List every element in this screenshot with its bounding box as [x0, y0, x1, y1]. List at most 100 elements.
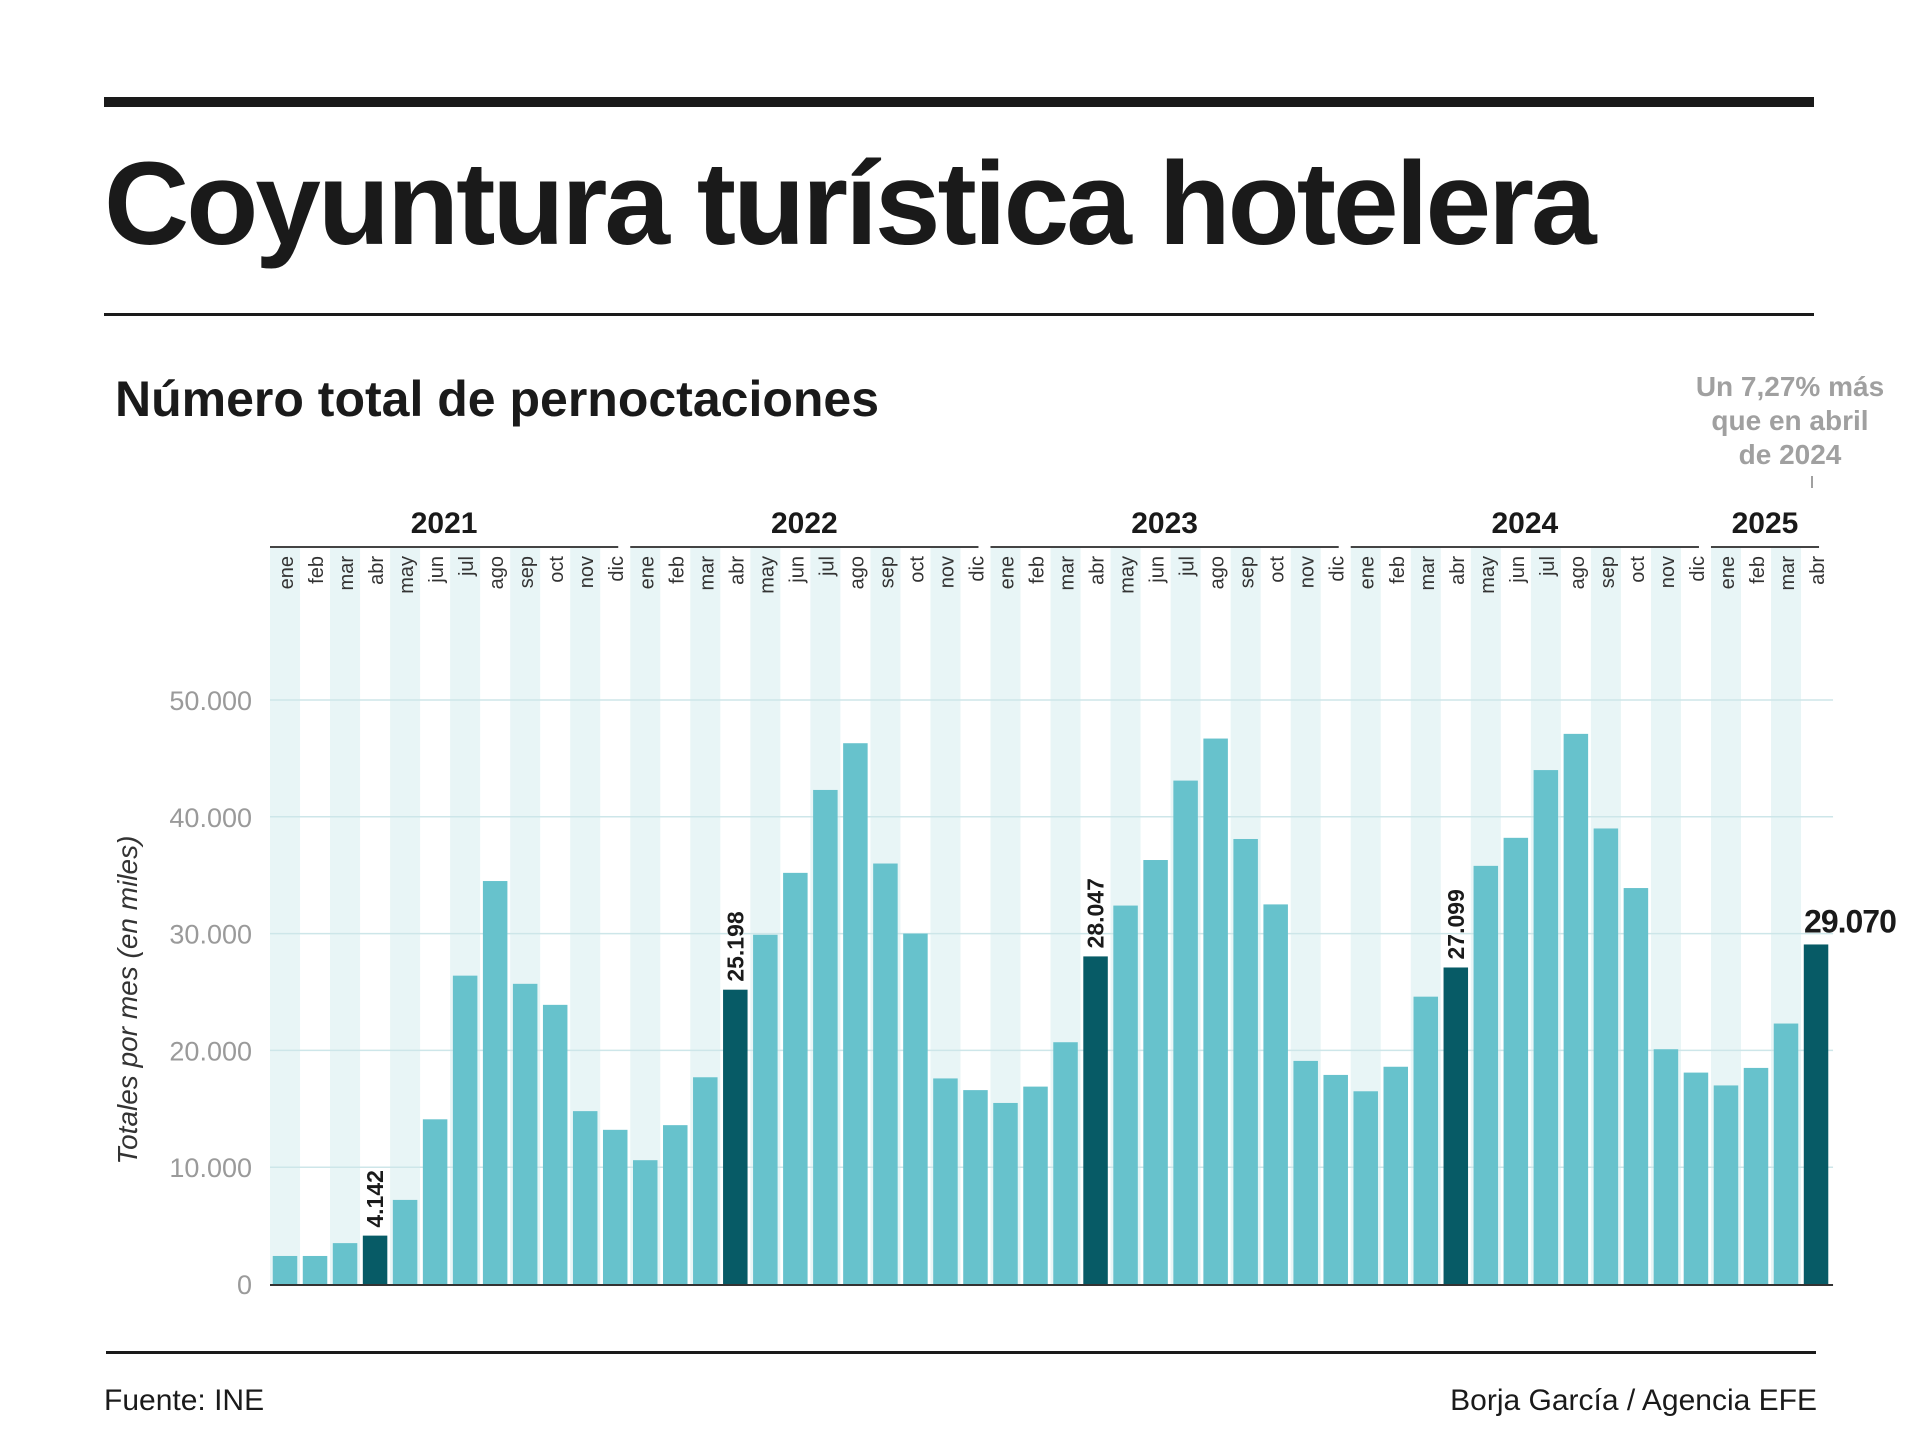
month-label: abr: [1087, 556, 1109, 585]
top-rule: [104, 97, 1814, 107]
bar: [1233, 838, 1258, 1284]
annotation-line: que en abril: [1711, 405, 1869, 436]
y-tick-label: 50.000: [169, 686, 252, 716]
month-label: oct: [546, 556, 568, 583]
bar-highlight: [1803, 944, 1829, 1284]
bar: [452, 975, 478, 1284]
month-label: ene: [996, 556, 1018, 589]
bottom-rule: [106, 1351, 1816, 1354]
bar: [1743, 1067, 1769, 1284]
month-label: mar: [696, 556, 718, 591]
bar: [903, 933, 928, 1284]
annotation-note: Un 7,27% más que en abril de 2024: [1680, 370, 1900, 472]
bar: [1623, 888, 1649, 1284]
bar: [1473, 865, 1499, 1284]
bar: [482, 881, 508, 1284]
bar: [813, 789, 838, 1284]
month-label: oct: [1627, 556, 1649, 583]
bar: [1023, 1086, 1048, 1284]
month-label: mar: [1777, 556, 1799, 591]
bar: [572, 1111, 598, 1284]
year-label: 2022: [771, 507, 838, 540]
month-label: ene: [1357, 556, 1379, 589]
year-label: 2021: [411, 507, 478, 540]
y-tick-label: 20.000: [169, 1036, 252, 1066]
bar: [1053, 1042, 1078, 1284]
month-label: nov: [1657, 556, 1679, 588]
month-label: abr: [1447, 556, 1469, 585]
month-label: mar: [1057, 556, 1079, 591]
month-label: jun: [1147, 556, 1169, 584]
bar: [602, 1129, 628, 1284]
bar: [1533, 770, 1559, 1284]
month-stripe: [330, 548, 361, 1284]
bar: [1293, 1060, 1318, 1284]
month-label: abr: [726, 556, 748, 585]
bar-highlight: [1443, 967, 1469, 1284]
month-label: ene: [636, 556, 658, 589]
bar: [1503, 837, 1529, 1284]
month-label: ago: [486, 556, 508, 589]
month-label: ago: [1567, 556, 1589, 589]
month-label: oct: [1267, 556, 1289, 583]
source-text: Fuente: INE: [104, 1384, 265, 1417]
bar: [693, 1077, 718, 1284]
bar: [1713, 1085, 1739, 1284]
month-label: ago: [846, 556, 868, 589]
month-label: sep: [876, 556, 898, 588]
month-label: mar: [336, 556, 358, 591]
bar: [1653, 1049, 1679, 1284]
bar: [1113, 905, 1138, 1284]
month-label: sep: [1597, 556, 1619, 588]
y-tick-label: 40.000: [169, 803, 252, 833]
month-label: nov: [936, 556, 958, 588]
credit-text: Borja García / Agencia EFE: [1450, 1384, 1817, 1417]
month-label: feb: [1387, 556, 1409, 584]
month-label: abr: [366, 556, 388, 585]
chart-subtitle: Número total de pernoctaciones: [115, 371, 880, 427]
bar: [272, 1255, 298, 1284]
bar: [542, 1004, 568, 1284]
month-label: dic: [966, 556, 988, 582]
year-label: 2023: [1131, 507, 1198, 540]
month-label: mar: [1417, 556, 1439, 591]
year-label: 2025: [1732, 507, 1799, 540]
bar-highlight: [1083, 956, 1108, 1284]
data-label: 27.099: [1443, 889, 1469, 959]
month-label: nov: [1297, 556, 1319, 588]
month-label: abr: [1807, 556, 1829, 585]
month-label: dic: [1687, 556, 1709, 582]
month-label: sep: [516, 556, 538, 588]
month-label: ago: [1207, 556, 1229, 589]
bar-highlight: [723, 989, 748, 1284]
y-axis-title: Totales por mes (en miles): [112, 836, 143, 1165]
month-label: feb: [306, 556, 328, 584]
month-label: may: [1117, 556, 1139, 594]
page-title: Coyuntura turística hotelera: [104, 138, 1597, 270]
month-stripe: [270, 548, 301, 1284]
bar: [993, 1102, 1018, 1284]
month-label: may: [396, 556, 418, 594]
bar: [633, 1160, 658, 1284]
data-label: 25.198: [722, 911, 748, 982]
month-label: jul: [816, 556, 838, 577]
y-tick-label: 0: [237, 1270, 252, 1300]
bar: [843, 743, 868, 1284]
bar: [783, 872, 808, 1284]
month-label: dic: [606, 556, 628, 582]
bar: [1263, 904, 1288, 1284]
month-label: may: [756, 556, 778, 594]
bar: [963, 1090, 988, 1284]
month-label: feb: [666, 556, 688, 584]
bar: [1383, 1066, 1408, 1284]
bar: [1353, 1091, 1378, 1284]
month-label: ene: [276, 556, 298, 589]
bar: [1173, 780, 1198, 1284]
y-tick-label: 30.000: [169, 920, 252, 950]
bar: [332, 1243, 358, 1284]
data-label: 29.070: [1804, 903, 1896, 939]
bar: [873, 863, 898, 1284]
month-label: feb: [1747, 556, 1769, 584]
month-label: ene: [1717, 556, 1739, 589]
